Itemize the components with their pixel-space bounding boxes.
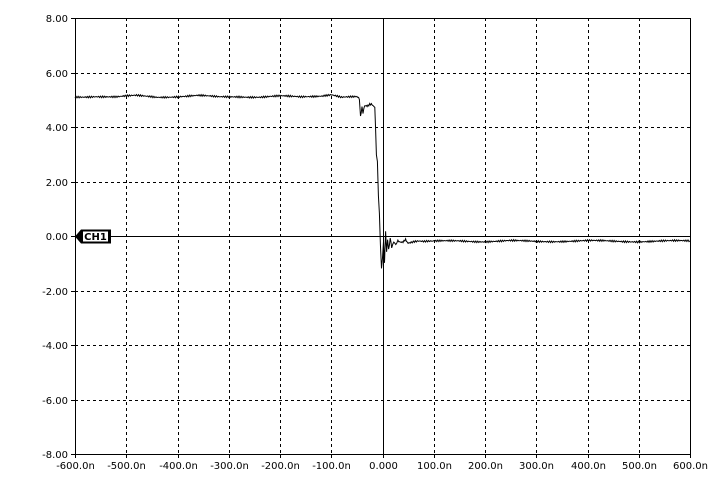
x-tick-label: 500.0n — [622, 461, 657, 472]
x-tick-label: 400.0n — [571, 461, 606, 472]
waveform-trace — [74, 93, 691, 269]
x-tick-label: -500.0n — [107, 461, 146, 472]
ch1-marker-label-box — [83, 231, 108, 242]
y-tick-label: 0.00 — [46, 232, 68, 243]
trace-line — [74, 93, 691, 269]
ch1-marker[interactable]: CH1 — [75, 229, 111, 244]
x-tick-label: 200.0n — [468, 461, 503, 472]
y-tick-label: -6.00 — [42, 396, 68, 407]
y-tick-labels: 8.00 6.00 4.00 2.00 0.00 -2.00 -4.00 -6.00 -8.00 — [42, 14, 68, 461]
y-tick-label: 8.00 — [46, 14, 68, 25]
x-tick-labels: -600.0n -500.0n -400.0n -300.0n -200.0n -100.… — [56, 461, 708, 472]
y-tick-label: 2.00 — [46, 178, 68, 189]
channel-marker: CH1 — [75, 229, 111, 244]
x-tick-label: -400.0n — [159, 461, 198, 472]
x-tick-label: 0.000 — [369, 461, 398, 472]
x-tick-label: -200.0n — [261, 461, 300, 472]
y-tick-label: 6.00 — [46, 69, 68, 80]
ch1-marker-label: CH1 — [84, 232, 107, 243]
x-tick-label: 100.0n — [417, 461, 452, 472]
x-tick-label: -100.0n — [312, 461, 351, 472]
axes — [71, 18, 691, 458]
y-tick-label: -8.00 — [42, 450, 68, 461]
x-tick-label: 300.0n — [519, 461, 554, 472]
y-tick-label: -2.00 — [42, 287, 68, 298]
x-tick-label: -300.0n — [210, 461, 249, 472]
y-tick-label: 4.00 — [46, 123, 68, 134]
y-tick-label: -4.00 — [42, 341, 68, 352]
x-tick-label: 600.0n — [673, 461, 708, 472]
x-tick-label: -600.0n — [56, 461, 95, 472]
